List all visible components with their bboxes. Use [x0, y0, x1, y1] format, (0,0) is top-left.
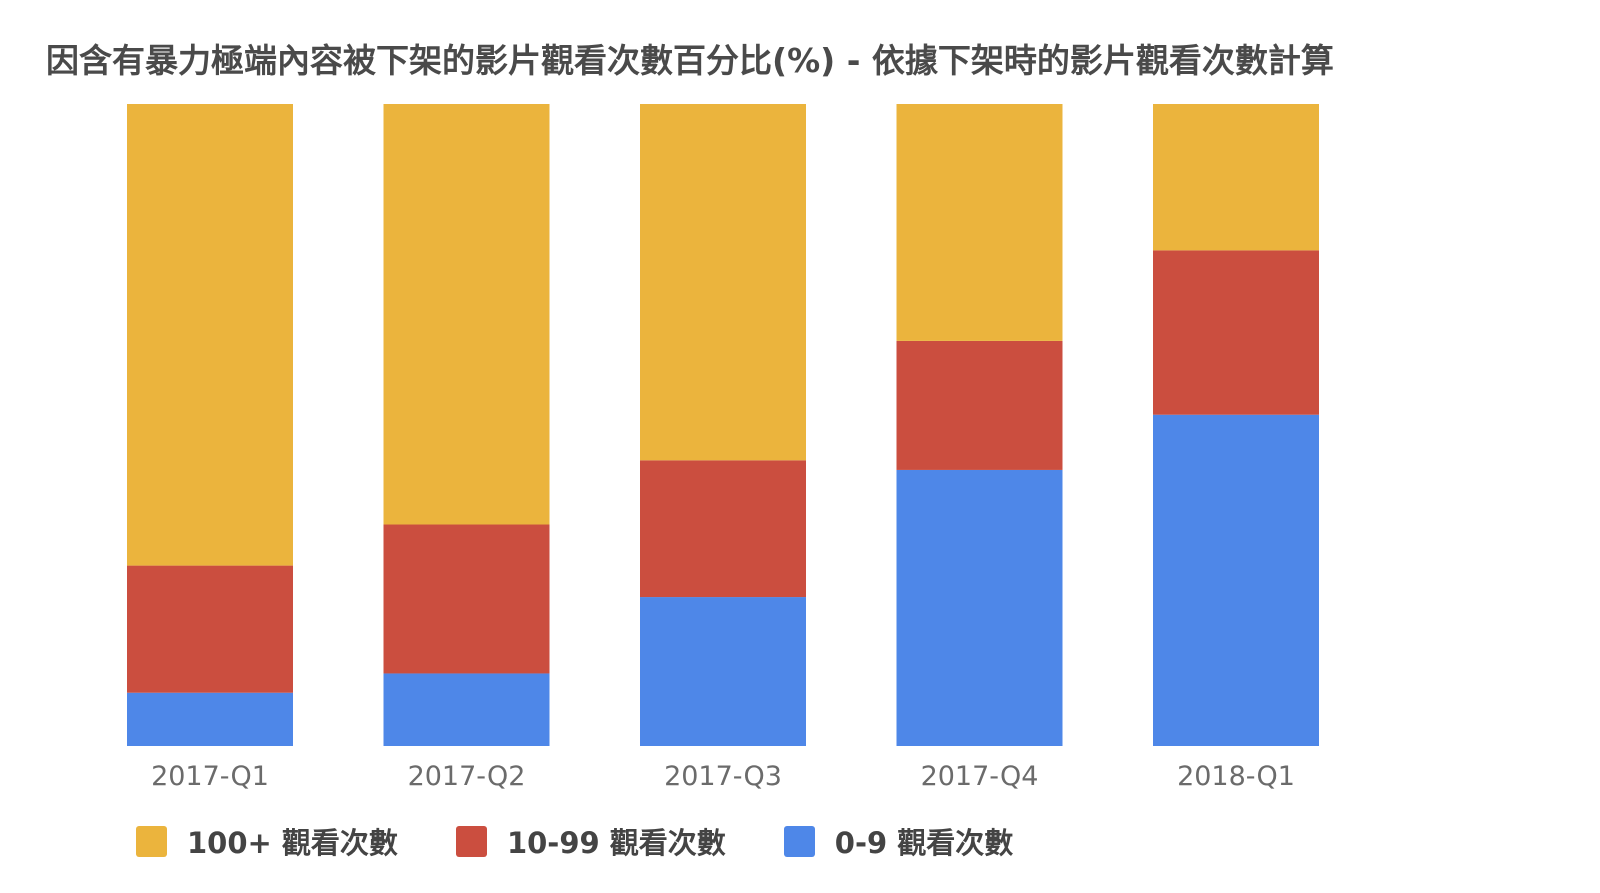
legend-swatch-0-9 [783, 825, 815, 857]
x-tick-label-2017-Q3: 2017-Q3 [664, 761, 782, 792]
bar-segment-2017-Q1-series-0 [127, 692, 293, 746]
x-tick-label-2017-Q1: 2017-Q1 [151, 761, 269, 792]
bar-segment-2018-Q1-series-2 [1153, 104, 1319, 251]
chart-title: 因含有暴力極端內容被下架的影片觀看次數百分比(%) - 依據下架時的影片觀看次數… [46, 41, 1334, 80]
bar-segment-2017-Q3-series-1 [640, 460, 806, 598]
legend-label-100plus: 100+ 觀看次數 [187, 826, 398, 860]
x-tick-label-2017-Q4: 2017-Q4 [921, 761, 1039, 792]
bar-segment-2017-Q2-series-1 [383, 524, 550, 674]
x-tick-label-2018-Q1: 2018-Q1 [1177, 761, 1295, 792]
legend: 100+ 觀看次數 10-99 觀看次數 0-9 觀看次數 [136, 820, 1071, 862]
legend-label-0-9: 0-9 觀看次數 [834, 826, 1014, 860]
legend-swatch-100plus [136, 825, 167, 857]
bar-segment-2018-Q1-series-0 [1153, 414, 1319, 746]
legend-label-10-99: 10-99 觀看次數 [506, 826, 726, 860]
bar-segment-2017-Q4-series-2 [896, 104, 1063, 341]
legend-item-100plus: 100+ 觀看次數 [136, 820, 398, 862]
x-tick-label-2017-Q2: 2017-Q2 [408, 761, 526, 792]
legend-swatch-10-99 [455, 825, 487, 857]
bar-segment-2018-Q1-series-1 [1153, 250, 1319, 415]
bar-segment-2017-Q1-series-1 [127, 565, 293, 693]
bar-segment-2017-Q1-series-2 [127, 104, 293, 566]
bar-segment-2017-Q3-series-2 [640, 104, 806, 461]
legend-item-0-9: 0-9 觀看次數 [783, 820, 1014, 862]
bar-segment-2017-Q4-series-1 [896, 340, 1063, 470]
bar-segment-2017-Q2-series-0 [383, 673, 550, 746]
bar-segment-2017-Q4-series-0 [896, 469, 1063, 746]
bar-segment-2017-Q2-series-2 [383, 104, 550, 525]
bar-segment-2017-Q3-series-0 [640, 597, 806, 746]
legend-item-10-99: 10-99 觀看次數 [455, 820, 726, 862]
